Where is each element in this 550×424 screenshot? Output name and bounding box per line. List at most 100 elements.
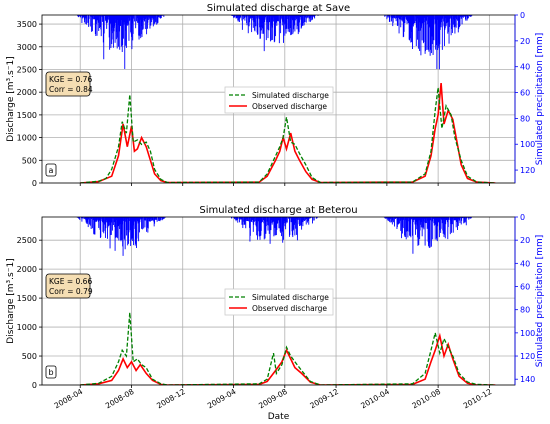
precip-bar bbox=[140, 15, 142, 39]
precip-bar bbox=[384, 217, 386, 219]
precip-bar bbox=[110, 217, 112, 235]
precip-bar bbox=[235, 217, 237, 222]
precip-bar bbox=[390, 217, 392, 219]
y-tick-label: 0 bbox=[32, 381, 37, 390]
precip-bar bbox=[429, 217, 431, 248]
precip-bar bbox=[389, 217, 391, 223]
precip-bar bbox=[114, 15, 116, 43]
precip-bar bbox=[150, 15, 152, 26]
precip-bar bbox=[112, 217, 114, 225]
precip-bar bbox=[436, 15, 438, 70]
precip-bar bbox=[273, 15, 274, 22]
precip-bar bbox=[290, 15, 292, 36]
precip-bar bbox=[248, 217, 250, 222]
stats-box bbox=[45, 71, 91, 97]
precip-bar bbox=[286, 217, 287, 223]
precip-bar bbox=[144, 15, 146, 30]
precip-bar bbox=[456, 217, 458, 222]
precip-bar bbox=[447, 217, 449, 240]
precip-bar bbox=[112, 15, 114, 48]
precip-bar bbox=[246, 15, 248, 26]
precip-bar bbox=[78, 15, 80, 17]
x-tick-label: 2010-08 bbox=[410, 387, 442, 411]
y-tick-label: 2500 bbox=[17, 236, 37, 245]
precip-bar bbox=[457, 217, 459, 226]
precip-bar bbox=[425, 15, 426, 52]
precip-bar bbox=[404, 217, 406, 237]
precip-bar bbox=[282, 217, 284, 243]
y-tick-label: 3000 bbox=[17, 43, 37, 52]
precip-bar bbox=[131, 15, 133, 50]
precip-bar bbox=[462, 15, 464, 18]
precip-bar bbox=[122, 15, 124, 46]
precip-bar bbox=[446, 15, 447, 24]
precip-bar bbox=[430, 15, 432, 50]
precip-bar bbox=[391, 217, 393, 225]
y-tick-label: 500 bbox=[22, 156, 37, 165]
x-axis-label: Date bbox=[268, 412, 290, 422]
precip-bar bbox=[144, 217, 146, 228]
x-tick-label: 2009-04 bbox=[206, 387, 238, 411]
x-tick-label: 2008-04 bbox=[53, 387, 85, 411]
y-tick-label: 1000 bbox=[17, 323, 37, 332]
precip-bar bbox=[291, 15, 292, 35]
precip-bar bbox=[288, 15, 290, 33]
precip-bar bbox=[82, 217, 84, 219]
precip-bar bbox=[410, 217, 412, 238]
precip-bar bbox=[100, 217, 102, 220]
precip-bar bbox=[449, 217, 451, 235]
precip-bar bbox=[158, 15, 160, 18]
precip-bar bbox=[256, 217, 258, 236]
precip-bar bbox=[312, 15, 313, 20]
precip-bar bbox=[469, 15, 471, 17]
precip-bar bbox=[415, 15, 417, 47]
precip-bar bbox=[128, 15, 130, 41]
precip-bar bbox=[299, 217, 300, 226]
precip-bar bbox=[79, 217, 81, 221]
y-tick-label: 2500 bbox=[17, 65, 37, 74]
precip-bar bbox=[470, 15, 472, 17]
precip-bar bbox=[159, 217, 161, 222]
stats-text: KGE = 0.76 bbox=[49, 75, 92, 84]
precip-bar bbox=[93, 15, 95, 20]
precip-bar bbox=[110, 15, 112, 49]
precip-bar bbox=[102, 15, 103, 22]
panel-label-box bbox=[45, 365, 57, 379]
precip-bar bbox=[391, 15, 392, 22]
precip-bar bbox=[251, 15, 253, 33]
precip-bar bbox=[471, 15, 473, 17]
precip-bar bbox=[414, 15, 416, 21]
precip-bar bbox=[96, 15, 98, 36]
discharge-series bbox=[80, 312, 496, 385]
precip-bar bbox=[465, 217, 467, 226]
precip-bar bbox=[443, 15, 445, 47]
precip-bar bbox=[261, 217, 263, 223]
precip-bar bbox=[81, 217, 83, 222]
precip-bar bbox=[121, 217, 123, 240]
precip-bar bbox=[116, 217, 118, 238]
precip-bar bbox=[278, 15, 280, 44]
precip-bar bbox=[387, 15, 389, 17]
precip-bar bbox=[263, 15, 265, 52]
precip-bar bbox=[391, 217, 392, 223]
precip-bar bbox=[234, 15, 236, 18]
precip-bar bbox=[98, 15, 100, 31]
precip-bar bbox=[245, 217, 247, 229]
precip-bar bbox=[89, 217, 91, 226]
precip-bar bbox=[406, 15, 408, 24]
precip-bar bbox=[412, 15, 413, 50]
precip-bar bbox=[278, 217, 280, 229]
precip-bar bbox=[442, 15, 444, 19]
y2-axis-label: Simulated precipitation [mm] bbox=[535, 33, 545, 165]
y2-tick-label: 120 bbox=[520, 352, 535, 361]
precip-bar bbox=[251, 15, 253, 21]
precip-bar bbox=[143, 217, 145, 229]
precip-bar bbox=[437, 217, 439, 223]
precip-bar bbox=[466, 217, 468, 219]
precip-bar bbox=[443, 217, 445, 237]
y2-tick-label: 60 bbox=[520, 89, 530, 98]
y2-tick-label: 80 bbox=[520, 306, 530, 315]
precip-bar bbox=[100, 15, 102, 37]
precip-bar bbox=[145, 217, 147, 221]
